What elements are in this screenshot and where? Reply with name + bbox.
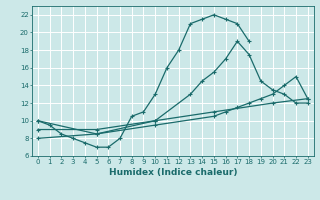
X-axis label: Humidex (Indice chaleur): Humidex (Indice chaleur) — [108, 168, 237, 177]
